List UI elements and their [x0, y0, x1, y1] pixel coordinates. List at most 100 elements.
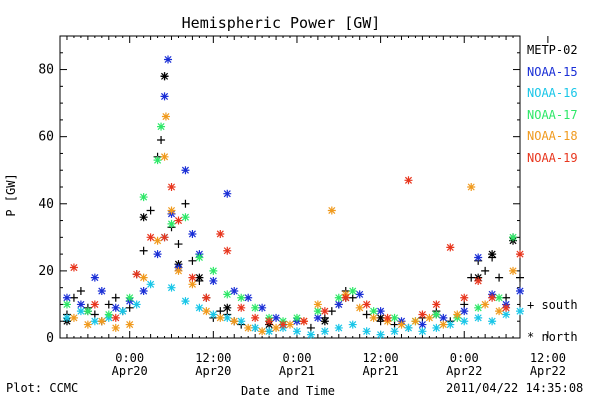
north-marker-noaa-15	[164, 55, 173, 64]
north-marker-noaa-19	[90, 300, 99, 309]
legend-item-noaa-18: NOAA-18	[527, 129, 578, 143]
north-marker-noaa-16	[76, 307, 85, 316]
north-marker-noaa-17	[195, 253, 204, 262]
north-marker-noaa-18	[244, 323, 253, 332]
north-marker-noaa-19	[502, 303, 511, 312]
south-marker-metp-02	[467, 273, 476, 282]
south-marker-metp-02	[69, 293, 78, 302]
north-marker-noaa-19	[341, 293, 350, 302]
north-marker-noaa-16	[334, 323, 343, 332]
north-marker-noaa-19	[516, 250, 524, 259]
north-marker-noaa-16	[251, 323, 260, 332]
north-marker-noaa-19	[223, 246, 232, 255]
north-marker-noaa-15	[244, 293, 253, 302]
legend-item-noaa-15: NOAA-15	[527, 64, 578, 79]
north-marker-noaa-18	[174, 266, 183, 275]
south-marker-metp-02	[390, 320, 399, 329]
y-tick-label: 20	[38, 264, 54, 279]
north-marker-metp-02	[139, 213, 148, 222]
north-marker-noaa-18	[453, 310, 462, 319]
north-marker-noaa-18	[83, 320, 92, 329]
x-tick-label-time: 12:00	[363, 351, 399, 365]
north-marker-noaa-16	[446, 320, 455, 329]
north-marker-noaa-15	[355, 290, 364, 299]
north-marker-noaa-18	[327, 206, 336, 215]
north-marker-noaa-18	[188, 280, 197, 289]
north-marker-noaa-18	[125, 320, 134, 329]
north-marker-noaa-16	[292, 327, 301, 336]
north-marker-noaa-16	[237, 317, 246, 326]
north-marker-noaa-16	[418, 327, 427, 336]
north-marker-noaa-18	[397, 320, 406, 329]
north-marker-noaa-17	[153, 156, 162, 165]
y-tick-label: 40	[38, 197, 54, 212]
north-marker-noaa-18	[467, 183, 476, 191]
north-marker-noaa-16	[362, 327, 371, 336]
north-marker-noaa-15	[313, 313, 322, 322]
north-marker-noaa-16	[460, 317, 469, 326]
north-marker-noaa-19	[174, 216, 183, 225]
north-marker-noaa-15	[139, 287, 148, 296]
legend-item-noaa-17: NOAA-17	[527, 107, 578, 122]
south-marker-metp-02	[516, 273, 524, 282]
north-marker-noaa-17	[181, 213, 190, 222]
north-marker-noaa-16	[195, 303, 204, 312]
south-marker-metp-02	[90, 310, 99, 319]
north-marker-noaa-17	[334, 293, 343, 302]
north-marker-noaa-19	[111, 313, 120, 322]
south-marker-metp-02	[174, 240, 183, 249]
north-marker-noaa-18	[202, 307, 211, 316]
south-marker-metp-02	[495, 273, 504, 282]
x-tick-label-time: 0:00	[450, 351, 479, 365]
legend-item-metp-02: METP-02	[527, 43, 578, 57]
north-marker-noaa-16	[209, 310, 218, 319]
north-marker-noaa-19	[446, 243, 455, 252]
north-marker-noaa-17	[223, 290, 232, 299]
x-tick-label-time: 12:00	[530, 351, 566, 365]
north-marker-metp-02	[488, 250, 497, 259]
north-marker-noaa-19	[251, 313, 260, 322]
north-marker-noaa-17	[251, 303, 260, 312]
legend-item-noaa-19: NOAA-19	[527, 150, 578, 165]
north-marker-noaa-15	[188, 229, 197, 238]
south-marker-metp-02	[181, 199, 190, 208]
north-marker-noaa-18	[272, 323, 281, 332]
north-marker-noaa-19	[279, 320, 288, 329]
north-marker-noaa-18	[439, 320, 448, 329]
north-marker-noaa-17	[83, 307, 92, 316]
legend-south: + south	[527, 298, 578, 312]
x-axis-label: Date and Time	[241, 384, 335, 398]
north-marker-noaa-18	[425, 313, 434, 322]
y-tick-label: 80	[38, 63, 54, 78]
north-marker-noaa-19	[432, 300, 441, 309]
north-marker-noaa-17	[62, 300, 71, 309]
north-marker-noaa-16	[132, 300, 141, 309]
north-marker-noaa-15	[418, 320, 427, 329]
north-marker-noaa-19	[237, 303, 246, 312]
north-marker-noaa-19	[188, 273, 197, 282]
north-marker-noaa-19	[216, 229, 225, 238]
x-tick-label-time: 0:00	[115, 351, 144, 365]
plot-credit: Plot: CCMC	[6, 381, 79, 395]
north-marker-noaa-19	[474, 276, 483, 285]
south-marker-metp-02	[481, 266, 490, 275]
south-marker-metp-02	[157, 136, 166, 145]
north-marker-noaa-17	[104, 310, 113, 319]
north-marker-noaa-19	[488, 293, 497, 302]
north-marker-noaa-15	[516, 287, 524, 296]
x-tick-label-date: Apr20	[195, 364, 231, 378]
north-marker-noaa-17	[237, 293, 246, 302]
north-marker-noaa-18	[69, 313, 78, 322]
north-marker-noaa-16	[376, 330, 385, 339]
plot-area	[59, 35, 521, 339]
north-marker-noaa-18	[369, 313, 378, 322]
north-marker-noaa-15	[181, 166, 190, 175]
x-tick-label-date: Apr22	[446, 364, 482, 378]
south-marker-metp-02	[111, 293, 120, 302]
north-marker-noaa-15	[474, 253, 483, 262]
north-marker-metp-02	[223, 303, 232, 312]
north-marker-noaa-15	[376, 307, 385, 316]
north-marker-noaa-15	[460, 307, 469, 316]
north-marker-noaa-17	[509, 233, 518, 242]
